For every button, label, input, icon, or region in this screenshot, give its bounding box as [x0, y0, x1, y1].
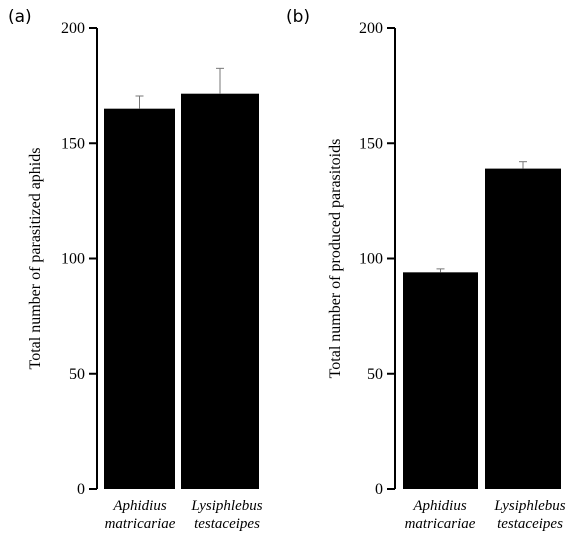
- panel-label: (a): [8, 7, 32, 27]
- y-tick-label: 50: [69, 366, 85, 383]
- panel-a: (a) 0 50 100 150 200 Total number of parasiti…: [8, 7, 263, 532]
- category-label: Lysiphlebus testaceipes: [190, 498, 262, 532]
- y-tick-label: 100: [61, 251, 85, 268]
- y-tick-label: 200: [61, 20, 85, 37]
- panel-b: (b) 0 50 100 150 200 Total number of produced…: [286, 7, 566, 532]
- bar: [181, 93, 259, 489]
- category-label: Lysiphlebus testaceipes: [493, 498, 565, 532]
- y-axis-title: Total number of parasitized aphids: [27, 148, 44, 370]
- category-label: Aphidius matricariae: [405, 498, 476, 532]
- y-tick-label: 50: [367, 366, 383, 383]
- category-label: Aphidius matricariae: [105, 498, 176, 532]
- y-axis-title: Total number of produced parasitoids: [327, 139, 344, 379]
- y-tick-label: 150: [61, 135, 85, 152]
- y-tick-label: 200: [359, 20, 383, 37]
- y-tick-label: 0: [375, 481, 383, 498]
- bar: [485, 168, 561, 490]
- y-tick-label: 150: [359, 135, 383, 152]
- bar: [104, 108, 175, 490]
- y-tick-label: 100: [359, 251, 383, 268]
- bar: [403, 272, 478, 489]
- panel-label: (b): [286, 7, 310, 27]
- y-tick-label: 0: [77, 481, 85, 498]
